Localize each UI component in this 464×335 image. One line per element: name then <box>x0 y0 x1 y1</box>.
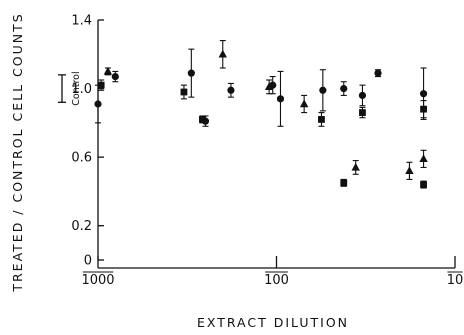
data-point-triangle <box>299 99 309 108</box>
data-point-square <box>199 116 206 123</box>
data-point-square <box>420 105 427 113</box>
data-marks <box>94 40 428 189</box>
data-point-triangle <box>405 166 414 175</box>
data-point-circle <box>419 90 428 98</box>
x-tick-label: 1000 <box>81 273 114 288</box>
data-point-circle <box>276 95 285 103</box>
data-point-square <box>420 181 427 188</box>
y-tick-label: 0 <box>84 254 92 269</box>
data-point-circle <box>374 69 382 77</box>
data-point-circle <box>319 86 327 94</box>
data-point-triangle <box>103 66 113 75</box>
data-point-square <box>318 116 325 123</box>
data-point-square <box>359 109 366 116</box>
data-point-triangle <box>218 49 227 58</box>
y-axis-title: TREATED / CONTROL CELL COUNTS <box>10 12 25 292</box>
y-tick-label: 0.2 <box>71 219 92 234</box>
data-point-circle <box>227 86 235 94</box>
data-point-triangle <box>351 162 360 171</box>
data-point-circle <box>187 69 195 77</box>
data-point-circle <box>340 84 348 93</box>
data-point-square <box>97 81 105 89</box>
x-axis-title: EXTRACT DILUTION <box>197 315 349 330</box>
data-point-circle <box>358 91 367 100</box>
y-tick-label: 0.6 <box>71 151 92 166</box>
data-point-square <box>180 88 188 96</box>
data-point-triangle <box>264 82 274 91</box>
x-tick-label: 10 <box>447 273 464 288</box>
y-tick-label: 1.0 <box>71 82 92 97</box>
control-label: Control <box>71 71 82 105</box>
x-tick-label: 100 <box>264 273 289 288</box>
data-point-square <box>340 179 348 187</box>
data-point-circle <box>111 72 119 81</box>
data-point-triangle <box>419 154 428 163</box>
axes: 0 0.2 0.6 1.0 1.4 1000 100 10 Control <box>58 14 464 288</box>
data-point-circle <box>94 100 102 108</box>
y-tick-label: 1.4 <box>71 14 92 29</box>
